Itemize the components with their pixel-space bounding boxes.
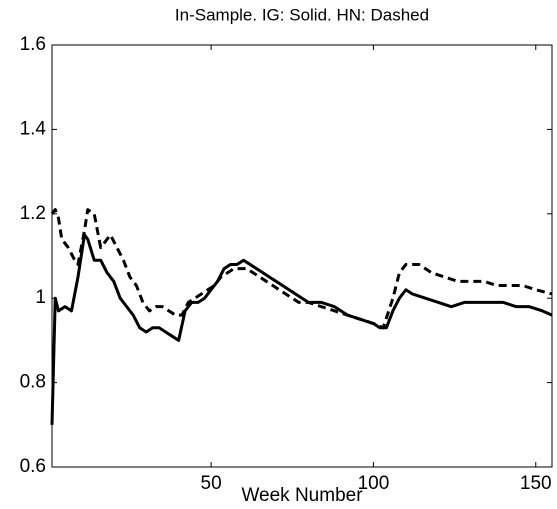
series-line: [50, 208, 553, 330]
plot-frame: [51, 44, 553, 468]
x-axis-label: Week Number: [241, 485, 363, 506]
x-tick-label: 100: [358, 473, 390, 494]
series-line: [50, 233, 553, 425]
y-tick-label: 1: [35, 287, 46, 308]
chart-title: In-Sample. IG: Solid. HN: Dashed: [175, 5, 429, 24]
y-tick-label: 0.6: [20, 456, 46, 477]
y-tick-label: 1.2: [20, 203, 46, 224]
x-tick-label: 150: [520, 473, 552, 494]
y-tick-label: 1.6: [20, 34, 46, 55]
y-tick-label: 1.4: [20, 118, 47, 139]
y-tick-label: 0.8: [20, 372, 46, 393]
x-tick-label: 50: [201, 473, 222, 494]
